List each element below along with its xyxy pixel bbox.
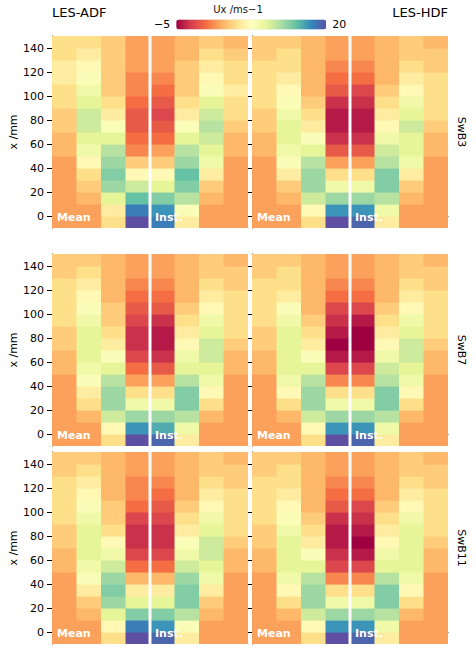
svg-text:0: 0 [37,428,44,441]
svg-text:SwB7: SwB7 [455,335,468,366]
svg-text:Inst.: Inst. [155,627,183,640]
svg-text:x /mm: x /mm [7,114,20,149]
svg-text:Inst.: Inst. [355,627,383,640]
svg-text:100: 100 [23,308,44,321]
svg-text:80: 80 [30,114,44,127]
svg-text:100: 100 [23,90,44,103]
svg-text:20: 20 [332,18,346,31]
svg-text:80: 80 [30,332,44,345]
svg-text:Mean: Mean [57,429,91,442]
svg-text:20: 20 [30,186,44,199]
svg-text:SwB3: SwB3 [455,117,468,148]
svg-text:Ux /ms−1: Ux /ms−1 [213,4,262,15]
svg-text:x /mm: x /mm [7,530,20,565]
svg-text:20: 20 [30,404,44,417]
svg-text:120: 120 [23,66,44,79]
svg-text:120: 120 [23,284,44,297]
svg-text:60: 60 [30,356,44,369]
svg-text:0: 0 [37,626,44,639]
svg-text:Mean: Mean [257,211,291,224]
svg-text:100: 100 [23,506,44,519]
svg-text:LES-HDF: LES-HDF [392,5,448,20]
svg-text:120: 120 [23,482,44,495]
svg-text:40: 40 [30,578,44,591]
svg-text:140: 140 [23,458,44,471]
svg-text:Mean: Mean [57,211,91,224]
svg-text:−5: −5 [154,18,170,31]
svg-text:Inst.: Inst. [155,211,183,224]
svg-text:Mean: Mean [57,627,91,640]
svg-text:Mean: Mean [257,429,291,442]
svg-text:40: 40 [30,380,44,393]
svg-text:Mean: Mean [257,627,291,640]
svg-text:20: 20 [30,602,44,615]
svg-text:Inst.: Inst. [155,429,183,442]
svg-text:60: 60 [30,554,44,567]
svg-text:LES-ADF: LES-ADF [52,5,107,20]
svg-text:0: 0 [37,210,44,223]
svg-text:x /mm: x /mm [7,332,20,367]
svg-text:140: 140 [23,42,44,55]
svg-text:60: 60 [30,138,44,151]
svg-text:80: 80 [30,530,44,543]
svg-text:Inst.: Inst. [355,211,383,224]
svg-text:Inst.: Inst. [355,429,383,442]
svg-text:140: 140 [23,260,44,273]
svg-text:SwB11: SwB11 [455,529,468,567]
svg-text:40: 40 [30,162,44,175]
